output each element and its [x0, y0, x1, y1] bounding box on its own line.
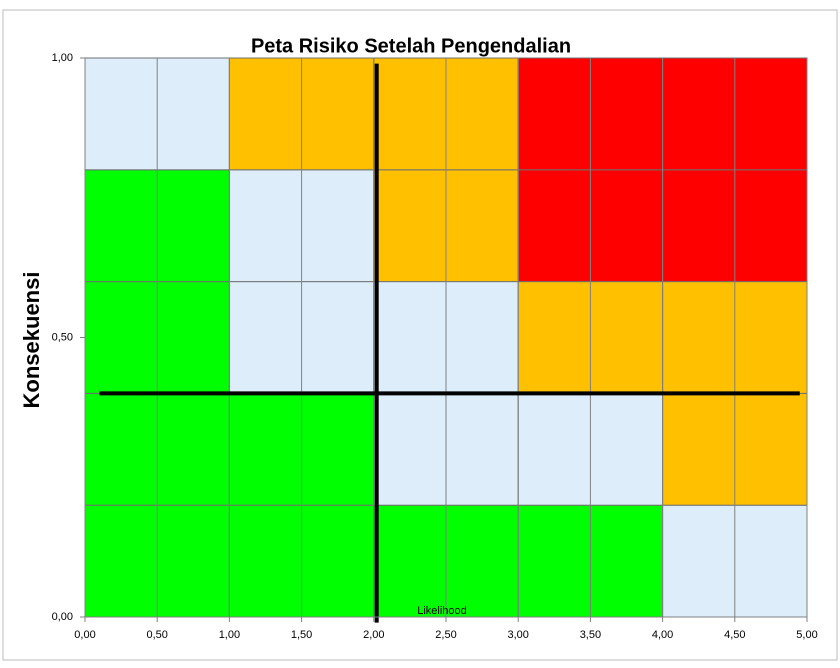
x-tick-label: 0,50 [146, 629, 167, 641]
plot-area [84, 57, 808, 623]
x-tick-label: 1,00 [219, 629, 240, 641]
x-tick-label: 4,00 [652, 629, 673, 641]
y-axis-label: Konsekuensi [19, 272, 44, 409]
y-tick-label: 1,00 [52, 52, 73, 64]
x-tick-label: 4,50 [724, 629, 745, 641]
x-tick-label: 0,00 [74, 629, 95, 641]
x-tick-label: 3,50 [580, 629, 601, 641]
x-tick-label: 2,50 [435, 629, 456, 641]
x-tick-label: 5,00 [796, 629, 817, 641]
chart-title: Peta Risiko Setelah Pengendalian [251, 35, 571, 57]
x-tick-label: 2,00 [363, 629, 384, 641]
y-tick-label: 0,50 [52, 331, 73, 343]
x-tick-label: 1,50 [291, 629, 312, 641]
x-tick-label: 3,00 [507, 629, 528, 641]
y-tick-label: 0,00 [52, 611, 73, 623]
x-axis-label: Likelihood [417, 605, 467, 617]
